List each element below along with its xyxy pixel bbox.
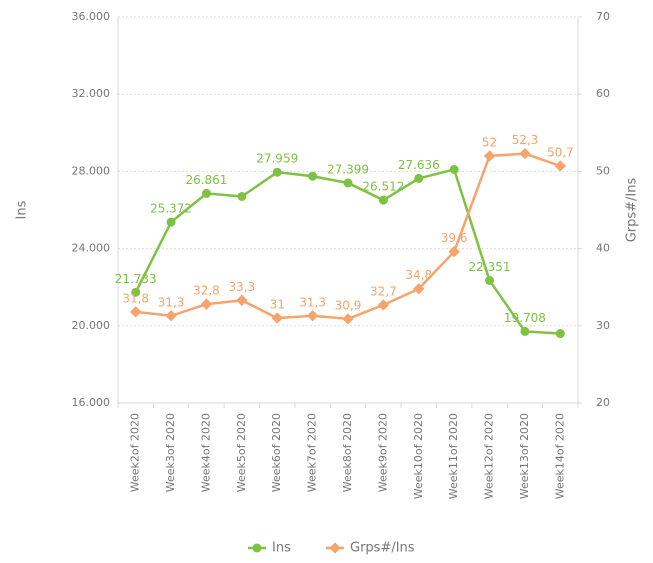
x-tick-label: Week5of 2020	[235, 413, 248, 492]
point	[485, 275, 495, 285]
y2-tick-label: 30	[596, 319, 610, 332]
y2-tick-label: 50	[596, 164, 610, 177]
point	[342, 313, 354, 325]
legend-marker	[329, 542, 341, 554]
point	[519, 147, 531, 160]
point	[413, 283, 425, 295]
point	[272, 167, 282, 177]
point	[130, 306, 142, 318]
x-tick-label: Week9of 2020	[376, 413, 389, 492]
data-label: 25.372	[150, 202, 192, 216]
y-axis-label: Ins	[15, 200, 30, 219]
x-tick-label: Week3of 2020	[164, 413, 177, 492]
x-tick-label: Week13of 2020	[518, 413, 531, 499]
point	[377, 299, 390, 311]
x-tick-label: Week7of 2020	[306, 413, 319, 492]
data-label: 26.861	[185, 173, 227, 187]
point	[343, 178, 353, 188]
x-tick-label: Week4of 2020	[199, 413, 212, 492]
data-label: 34,8	[405, 268, 432, 282]
x-tick-label: Week11of 2020	[447, 413, 460, 499]
data-label: 31	[270, 298, 285, 312]
point	[237, 191, 247, 201]
data-label: 31,3	[158, 295, 185, 309]
data-label: 21.733	[115, 272, 157, 286]
point	[236, 294, 248, 306]
data-label: 27.399	[327, 162, 369, 176]
y-tick-label: 16.000	[72, 396, 111, 409]
point	[131, 287, 141, 297]
point	[306, 310, 319, 322]
data-label: 26.512	[362, 180, 404, 194]
x-tick-label: Week6of 2020	[270, 413, 283, 492]
data-label: 27.636	[398, 158, 440, 172]
legend-label: Ins	[272, 541, 291, 556]
data-label: 50,7	[547, 145, 574, 159]
point	[271, 312, 283, 324]
data-label: 52	[482, 135, 497, 149]
y-tick-label: 20.000	[72, 319, 111, 332]
x-tick-label: Week2of 2020	[129, 413, 142, 492]
point	[483, 150, 496, 162]
point	[166, 217, 176, 227]
y-tick-label: 36.000	[72, 10, 111, 23]
point	[555, 329, 565, 339]
y-tick-label: 32.000	[72, 87, 111, 100]
data-label: 52,3	[512, 133, 539, 147]
point	[520, 326, 530, 336]
data-label: 32,8	[193, 284, 220, 298]
y2-axis-label: Grps#/Ins	[625, 177, 640, 242]
point	[448, 246, 460, 258]
y2-tick-label: 60	[596, 87, 610, 100]
point	[165, 310, 177, 322]
data-label: 39,6	[441, 231, 468, 245]
point	[554, 160, 566, 172]
point	[308, 171, 318, 181]
point	[201, 188, 211, 198]
data-label: 22.351	[469, 260, 511, 274]
data-label: 27.959	[256, 152, 298, 166]
x-tick-label: Week8of 2020	[341, 413, 354, 492]
data-label: 33,3	[228, 280, 255, 294]
x-tick-label: Week12of 2020	[483, 413, 496, 499]
x-tick-label: Week14of 2020	[553, 413, 566, 499]
y2-tick-label: 70	[596, 10, 610, 23]
point	[378, 195, 388, 205]
data-label: 31,3	[299, 295, 326, 309]
point	[200, 298, 213, 310]
y-tick-label: 28.000	[72, 164, 111, 177]
data-label: 31,8	[122, 291, 149, 305]
point	[449, 164, 459, 174]
y2-tick-label: 20	[596, 396, 610, 409]
y2-tick-label: 40	[596, 242, 610, 255]
point	[414, 173, 424, 183]
data-label: 32,7	[370, 284, 397, 298]
x-tick-label: Week10of 2020	[412, 413, 425, 499]
legend-label: Grps#/Ins	[350, 541, 415, 556]
data-label: 19.708	[504, 311, 546, 325]
y-tick-label: 24.000	[72, 242, 111, 255]
legend-marker	[252, 543, 262, 553]
data-label: 30,9	[335, 298, 362, 312]
